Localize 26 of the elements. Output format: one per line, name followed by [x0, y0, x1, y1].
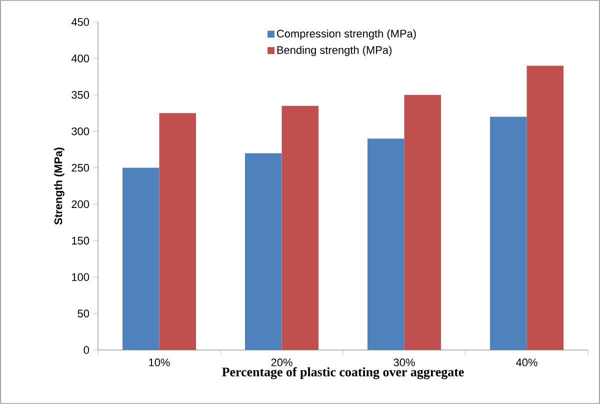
y-tick-label: 450 [71, 18, 90, 26]
bar [122, 168, 160, 350]
bar [159, 113, 196, 350]
y-tick-label: 200 [72, 200, 90, 208]
y-tick-label: 250 [72, 164, 90, 172]
y-tick-label: 350 [72, 91, 90, 99]
legend-label: Compression strength (MPa) [277, 29, 416, 40]
y-axis-title: Strength (MPa) [54, 148, 64, 225]
y-tick-label: 150 [72, 236, 90, 245]
y-tick-label: 0 [84, 346, 90, 354]
y-tick-label: 50 [78, 310, 90, 318]
bar [404, 94, 442, 350]
bar [282, 106, 319, 350]
bar [526, 66, 564, 350]
bar [245, 153, 282, 350]
x-tick-label: 40% [516, 358, 538, 366]
y-tick-label: 100 [72, 273, 90, 281]
y-tick-label: 400 [71, 54, 90, 62]
legend-label: Bending strength (MPa) [277, 46, 392, 56]
bar [368, 138, 404, 350]
x-tick-label: 10% [149, 358, 170, 366]
bar [490, 116, 527, 350]
x-tick-label: 20% [271, 358, 292, 366]
x-axis-title: Percentage of plastic coating over aggregate [222, 367, 464, 380]
y-tick-label: 300 [72, 127, 90, 136]
x-tick-label: 30% [394, 358, 415, 366]
